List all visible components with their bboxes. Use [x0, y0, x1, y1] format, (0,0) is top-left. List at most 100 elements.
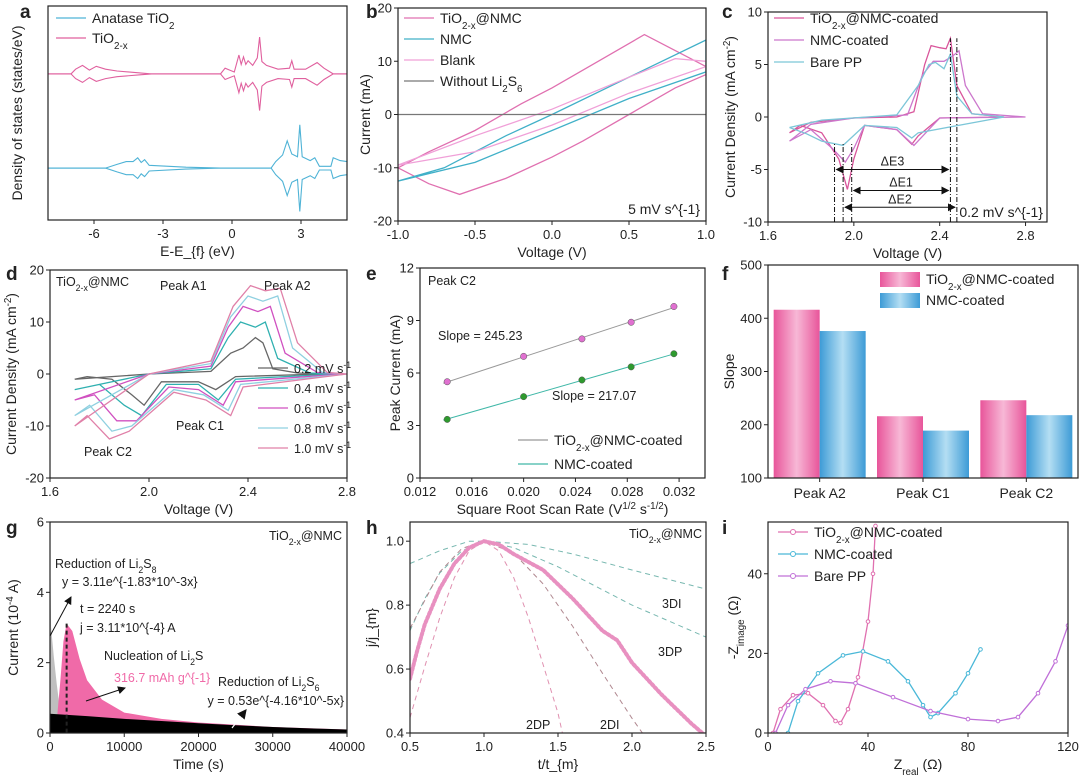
series-d-4	[74, 284, 347, 440]
data-point	[828, 678, 833, 684]
data-point	[578, 376, 586, 384]
bar-f-1-2	[1026, 415, 1073, 478]
x-axis-label: Square Root Scan Rate (V1/2 s-1/2)	[457, 501, 669, 518]
x-tick-label: 0	[764, 739, 771, 754]
annotation: Peak C1	[176, 419, 224, 433]
legend-swatch	[880, 293, 920, 308]
series-c-2	[789, 51, 1005, 147]
y-tick-label: -5	[750, 162, 762, 177]
y-tick-label: 40	[748, 566, 762, 581]
x-axis-label: Zreal (Ω)	[894, 756, 943, 778]
y-tick-label: 400	[740, 311, 762, 326]
y-axis-label: Current (mA)	[357, 74, 373, 155]
y-axis-label: Peak Current (mA)	[387, 315, 403, 432]
annotation: 3DI	[662, 597, 681, 611]
panel-label: b	[366, 2, 378, 23]
x-tick-label: 1.6	[759, 228, 777, 243]
data-point	[890, 694, 896, 700]
legend-label: NMC-coated	[814, 546, 893, 562]
legend-label: 0.8 mV s-1	[294, 420, 351, 436]
data-point	[790, 692, 796, 698]
annotation: Slope = 245.23	[438, 329, 522, 343]
data-point	[520, 352, 528, 360]
legend-label: NMC-coated	[810, 32, 889, 48]
data-point	[833, 718, 838, 724]
legend-label: NMC-coated	[554, 456, 633, 472]
y-tick-label: 0.8	[386, 598, 404, 613]
x-tick-label: -6	[88, 226, 100, 241]
legend-label: Bare PP	[810, 54, 862, 70]
y-tick-label: 3	[407, 418, 414, 433]
legend-marker	[790, 529, 796, 535]
x-axis-label: Voltage (V)	[873, 245, 942, 261]
data-point	[805, 690, 811, 696]
data-point	[953, 690, 958, 696]
series-d-1	[74, 321, 335, 417]
data-point	[520, 393, 528, 401]
y-tick-label: 100	[740, 471, 762, 486]
x-tick-label: 0.032	[663, 484, 696, 499]
bar-f-0-0	[773, 309, 820, 478]
y-tick-label: 0	[385, 107, 392, 122]
data-point	[820, 702, 826, 708]
x-tick-label: 120	[1057, 739, 1079, 754]
legend-label: TiO2-x@NMC-coated	[554, 432, 682, 454]
x-axis-label: E-E_{f} (eV)	[160, 243, 235, 259]
annotation: TiO2-x@NMC	[269, 529, 342, 547]
x-tick-label: Peak C2	[999, 485, 1053, 501]
x-tick-label: 0.012	[404, 484, 437, 499]
annotation: 0.2 mV s^{-1}	[959, 204, 1043, 220]
y-tick-label: -10	[25, 419, 44, 434]
plot-area	[398, 33, 706, 196]
x-tick-label: 0	[46, 739, 53, 754]
y-tick-label: 20	[378, 1, 392, 16]
series-h-2	[410, 540, 643, 733]
series-b-1	[398, 39, 706, 182]
y-tick-label: 10	[30, 315, 44, 330]
data-point	[965, 670, 971, 676]
plot-frame	[767, 521, 1069, 734]
y-tick-label: 0.6	[386, 662, 404, 677]
x-tick-label: 1.0	[697, 227, 715, 242]
panel-label: h	[366, 518, 378, 539]
annotation: t = 2240 s	[80, 602, 135, 616]
y-tick-label: -20	[373, 214, 392, 229]
panel-c: 1.6 2.0 2.4 2.8 -10 -5 0 5 10 Voltage (V) Current …	[722, 2, 1048, 261]
data-point	[965, 716, 971, 722]
annotation: 316.7 mAh g^{-1}	[114, 671, 210, 685]
x-tick-label: 10000	[106, 739, 142, 754]
annotation: Nucleation of Li2S	[104, 649, 203, 667]
data-point	[873, 523, 878, 529]
data-point	[627, 318, 635, 326]
legend-label: TiO2-x	[92, 30, 128, 52]
x-tick-label: 40	[861, 739, 875, 754]
y-tick-label: 10	[378, 54, 392, 69]
y-tick-label: 5	[755, 57, 762, 72]
annotation: 5 mV s^{-1}	[628, 201, 700, 217]
x-tick-label: 0.016	[456, 484, 489, 499]
series-h-0	[410, 540, 706, 590]
legend-marker	[790, 573, 796, 579]
y-tick-label: 0.4	[386, 726, 404, 741]
x-tick-label: 0.5	[401, 739, 419, 754]
annotation: Peak C2	[428, 274, 476, 288]
data-point	[870, 571, 876, 577]
panel-label: d	[6, 264, 18, 285]
legend-label: TiO2-x@NMC-coated	[810, 10, 938, 32]
panel-i: 0 40 80 120 0 20 40 Zreal (Ω) -Zimage (Ω) i TiO2-x…	[722, 518, 1079, 778]
x-axis-label: t/t_{m}	[538, 756, 579, 772]
panel-a: -6 -3 0 3 E-E_{f} (eV) Density of states (sta…	[9, 2, 348, 259]
data-point	[920, 702, 926, 708]
data-point	[840, 653, 846, 658]
data-point	[785, 702, 791, 708]
data-point	[838, 720, 843, 726]
plot-area	[443, 303, 678, 423]
panel-label: i	[722, 518, 727, 539]
y-tick-label: -10	[373, 160, 392, 175]
bar-f-0-2	[980, 400, 1027, 478]
series-g-0	[50, 536, 62, 733]
annotation: 3DP	[658, 645, 682, 659]
legend-label: Without Li2S6	[440, 73, 523, 95]
data-point	[670, 303, 678, 310]
